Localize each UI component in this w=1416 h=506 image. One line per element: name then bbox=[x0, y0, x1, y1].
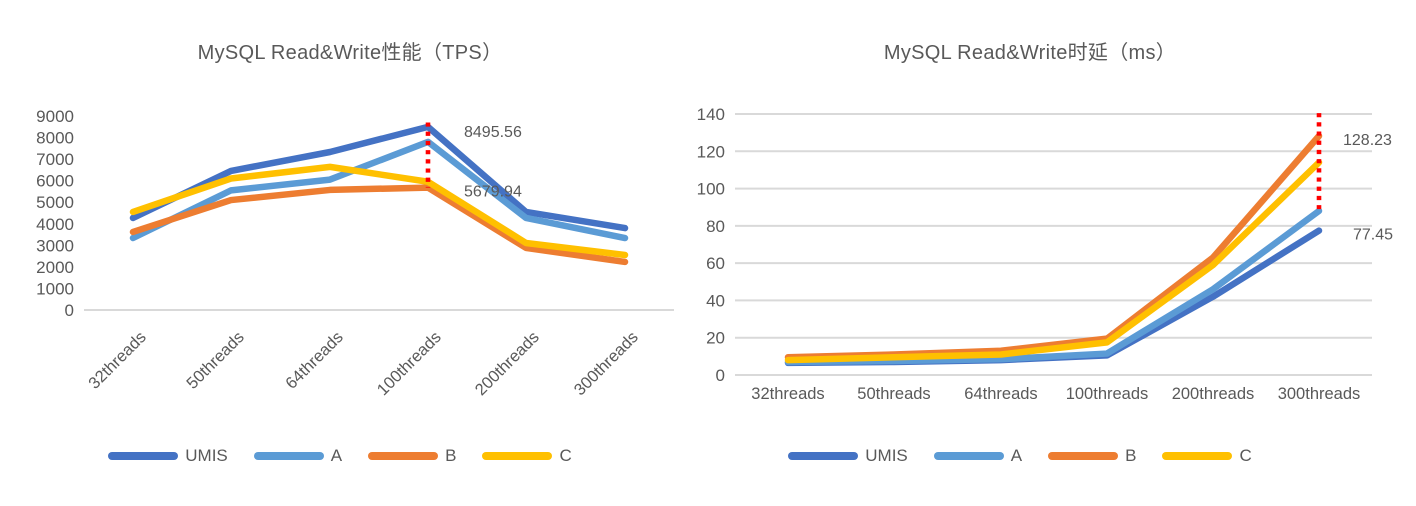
legend-item-c: C bbox=[1162, 446, 1252, 466]
y-tick-label: 40 bbox=[706, 291, 725, 310]
x-category-label: 50threads bbox=[183, 328, 248, 393]
y-tick-label: 0 bbox=[65, 301, 74, 320]
chart-panel-tps: MySQL Read&Write性能（TPS） 0 1000 2000 3000 400… bbox=[0, 0, 680, 506]
y-tick-label: 0 bbox=[716, 366, 725, 385]
x-category-label: 200threads bbox=[1172, 385, 1255, 403]
tps-line-chart: 0 1000 2000 3000 4000 5000 6000 7000 8000 9000 32t… bbox=[36, 107, 674, 399]
y-tick-label: 4000 bbox=[36, 215, 74, 234]
y-tick-label: 80 bbox=[706, 217, 725, 236]
y-tick-label: 60 bbox=[706, 254, 725, 273]
legend-label-umis: UMIS bbox=[865, 446, 908, 465]
y-tick-label: 9000 bbox=[36, 107, 74, 126]
legend-label-a: A bbox=[330, 446, 343, 465]
x-category-label: 100threads bbox=[1066, 385, 1149, 403]
legend-label-b: B bbox=[1125, 446, 1137, 465]
legend-swatch-b bbox=[368, 452, 439, 460]
chart-title-latency: MySQL Read&Write时延（ms） bbox=[883, 42, 1177, 64]
y-tick-label: 5000 bbox=[36, 193, 74, 212]
data-callout: 128.23 bbox=[1343, 132, 1392, 149]
series-line-c bbox=[784, 159, 1323, 364]
legend-swatch-umis bbox=[788, 452, 859, 460]
y-tick-label: 1000 bbox=[36, 279, 74, 298]
x-category-label: 300threads bbox=[571, 328, 642, 399]
x-category-label: 50threads bbox=[857, 385, 930, 403]
chart-title-tps: MySQL Read&Write性能（TPS） bbox=[197, 42, 503, 64]
y-tick-label: 120 bbox=[697, 142, 725, 161]
y-tick-label: 3000 bbox=[36, 236, 74, 255]
legend-label-c: C bbox=[1239, 446, 1252, 465]
legend-item-b: B bbox=[1048, 446, 1136, 466]
x-category-label: 64threads bbox=[282, 328, 347, 393]
y-tick-label: 20 bbox=[706, 329, 725, 348]
y-tick-label: 6000 bbox=[36, 172, 74, 191]
legend-item-umis: UMIS bbox=[788, 446, 908, 466]
x-category-label: 32threads bbox=[85, 328, 150, 393]
y-tick-label: 8000 bbox=[36, 129, 74, 148]
latency-line-chart: 0 20 40 60 80 100 120 140 32threads 50threads 64th… bbox=[697, 105, 1394, 403]
legend-item-a: A bbox=[933, 446, 1023, 466]
data-callout: 77.45 bbox=[1353, 227, 1393, 244]
legend-swatch-umis bbox=[108, 452, 179, 460]
y-tick-label: 2000 bbox=[36, 258, 74, 277]
series-line-c bbox=[129, 163, 629, 259]
series-line-b bbox=[129, 184, 629, 266]
series-line-a bbox=[129, 138, 629, 242]
legend-item-c: C bbox=[482, 446, 572, 466]
x-category-label: 64threads bbox=[964, 385, 1037, 403]
series-line-a bbox=[784, 207, 1323, 366]
legend-swatch-a bbox=[933, 452, 1004, 460]
legend-item-b: B bbox=[368, 446, 456, 466]
legend-item-umis: UMIS bbox=[108, 446, 228, 466]
series-line-b bbox=[784, 132, 1323, 361]
legend-label-c: C bbox=[559, 446, 572, 465]
chart-panel-latency: MySQL Read&Write时延（ms） 0 20 40 60 80 100 120 14… bbox=[680, 0, 1416, 506]
y-tick-label: 140 bbox=[697, 105, 725, 124]
data-callout: 5679.94 bbox=[464, 184, 522, 201]
legend-label-a: A bbox=[1010, 446, 1023, 465]
series-line-umis bbox=[129, 123, 629, 232]
y-tick-label: 7000 bbox=[36, 150, 74, 169]
x-category-label: 100threads bbox=[374, 328, 445, 399]
legend-swatch-a bbox=[253, 452, 324, 460]
x-category-label: 32threads bbox=[751, 385, 824, 403]
x-category-label: 200threads bbox=[472, 328, 543, 399]
legend-tps: UMIS A B C bbox=[0, 446, 680, 466]
legend-label-umis: UMIS bbox=[185, 446, 228, 465]
legend-label-b: B bbox=[445, 446, 457, 465]
legend-swatch-b bbox=[1048, 452, 1119, 460]
x-category-label: 300threads bbox=[1278, 385, 1361, 403]
y-tick-label: 100 bbox=[697, 180, 725, 199]
legend-swatch-c bbox=[482, 452, 553, 460]
legend-item-a: A bbox=[253, 446, 343, 466]
data-callout: 8495.56 bbox=[464, 124, 522, 141]
legend-swatch-c bbox=[1162, 452, 1233, 460]
legend-latency: UMIS A B C bbox=[680, 446, 1360, 466]
